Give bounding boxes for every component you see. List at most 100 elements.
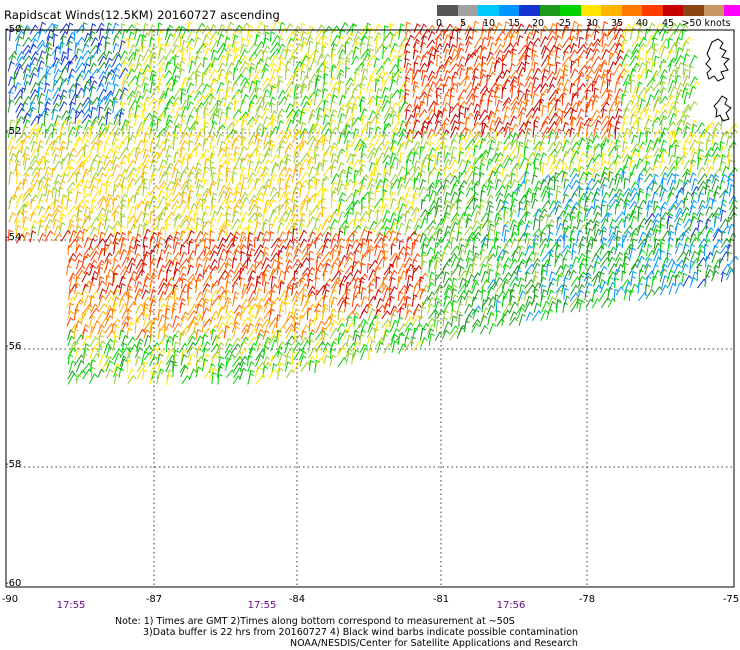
wind-barb: [276, 172, 285, 185]
wind-barb: [201, 307, 210, 321]
wind-barb: [351, 352, 357, 365]
wind-barb: [225, 53, 233, 67]
wind-barb: [388, 287, 394, 300]
wind-barb: [561, 171, 568, 183]
wind-barb: [443, 204, 452, 218]
wind-barb: [487, 71, 496, 82]
wind-barb: [202, 264, 212, 276]
wind-barb: [7, 229, 13, 242]
wind-barb: [353, 138, 364, 151]
wind-barb: [360, 347, 369, 361]
wind-barb: [196, 105, 203, 118]
wind-barb: [278, 48, 288, 60]
wind-barb: [187, 330, 198, 341]
wind-barb: [112, 43, 120, 53]
wind-barb: [613, 225, 620, 236]
wind-barb: [331, 248, 338, 261]
wind-barb: [607, 235, 617, 248]
wind-barb: [233, 312, 241, 326]
wind-barb: [201, 327, 212, 339]
wind-barb: [120, 269, 130, 282]
wind-barb: [239, 191, 248, 204]
wind-barb: [495, 231, 501, 243]
wind-barb: [426, 220, 437, 230]
wind-barb: [487, 185, 495, 197]
wind-barb: [448, 229, 456, 242]
wind-barb: [443, 277, 452, 288]
wind-barb: [178, 258, 190, 269]
wind-barb: [143, 228, 151, 241]
wind-barb: [171, 199, 180, 210]
wind-barb: [659, 139, 668, 153]
wind-barb: [607, 231, 617, 243]
wind-barb: [133, 238, 141, 249]
wind-barb: [276, 367, 284, 380]
wind-barb: [142, 88, 150, 100]
wind-barb: [233, 73, 244, 85]
wind-barb: [322, 25, 332, 36]
wind-barb: [576, 100, 583, 112]
wind-barb: [389, 305, 398, 316]
wind-barb: [487, 111, 496, 125]
wind-barb: [157, 113, 166, 125]
wind-barb: [583, 57, 594, 68]
wind-barb: [255, 297, 265, 309]
wind-barb: [149, 194, 157, 205]
wind-barb: [263, 178, 272, 190]
wind-barb: [314, 237, 320, 249]
wind-barb: [488, 119, 497, 131]
wind-barb: [533, 208, 542, 223]
wind-barb: [487, 170, 497, 183]
wind-barb: [343, 130, 353, 144]
wind-barb: [456, 302, 464, 315]
wind-barb: [578, 235, 587, 248]
wind-barb: [180, 184, 190, 197]
wind-barb: [711, 173, 719, 184]
wind-barb: [194, 133, 204, 146]
wind-barb: [151, 369, 158, 381]
wind-barb: [293, 85, 300, 99]
wind-barb: [517, 92, 528, 106]
wind-barb: [726, 266, 734, 276]
wind-barb: [458, 150, 465, 164]
wind-barb: [503, 157, 513, 170]
wind-barb: [509, 209, 517, 223]
wind-barb: [421, 141, 430, 153]
wind-barb: [225, 48, 234, 62]
wind-barb: [172, 276, 183, 289]
wind-barb: [493, 294, 500, 307]
wind-barb: [548, 158, 558, 170]
wind-barb: [411, 196, 418, 210]
wind-barb: [555, 68, 564, 81]
wind-barb: [179, 132, 189, 145]
wind-barb: [517, 172, 528, 184]
wind-barb: [239, 367, 247, 380]
wind-barb: [628, 243, 634, 254]
wind-barb: [532, 152, 541, 165]
wind-barb: [217, 261, 228, 274]
wind-barb: [171, 167, 179, 178]
wind-barb: [133, 292, 142, 306]
wind-barb: [284, 93, 292, 105]
wind-barb: [179, 60, 186, 73]
wind-barb: [471, 305, 482, 315]
wind-barb: [103, 224, 113, 237]
wind-barb: [263, 291, 272, 302]
wind-barb: [667, 105, 677, 118]
wind-barb: [426, 39, 436, 49]
wind-barb: [141, 165, 149, 178]
wind-barb: [208, 24, 217, 34]
wind-barb: [113, 88, 123, 101]
wind-barb: [172, 159, 182, 170]
wind-barb: [541, 47, 550, 59]
wind-barb: [471, 322, 480, 334]
wind-barb: [156, 98, 165, 112]
wind-barb: [276, 329, 282, 341]
wind-barb: [149, 296, 157, 307]
wind-barb: [525, 295, 533, 307]
wind-barb: [351, 116, 362, 127]
wind-barb: [321, 197, 326, 209]
wind-barb: [554, 288, 563, 301]
wind-barb: [323, 60, 329, 73]
wind-barb: [682, 53, 690, 66]
